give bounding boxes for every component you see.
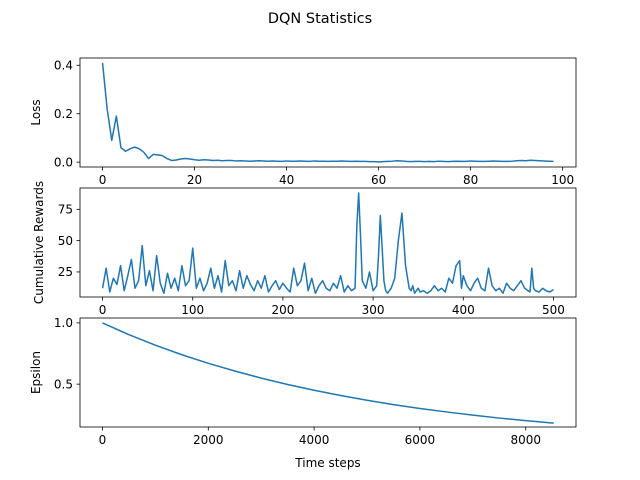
rewards-y-ticks: 25 50 75: [58, 203, 80, 279]
rewards-y-axis-label: Cumulative Rewards: [32, 181, 46, 304]
loss-y-tick-label: 0.2: [54, 107, 73, 121]
rewards-x-ticks: 0 100 200 300 400 500: [99, 297, 565, 317]
loss-x-tick-label: 0: [99, 173, 107, 187]
panel-loss: 0 20 40 60 80 100 0.0 0.2 0.4 Loss: [29, 57, 577, 187]
rewards-plot-frame: [79, 187, 577, 298]
loss-y-ticks: 0.0 0.2 0.4: [54, 59, 80, 169]
epsilon-x-tick-label: 8000: [510, 433, 541, 447]
panel-epsilon: 0 2000 4000 6000 8000 0.5 1.0 Epsilon Time st…: [29, 316, 577, 470]
rewards-y-tick-label: 75: [58, 203, 73, 217]
figure-title: DQN Statistics: [268, 11, 372, 27]
rewards-y-tick-label: 50: [58, 234, 73, 248]
rewards-y-tick-label: 25: [58, 265, 73, 279]
loss-y-axis-label: Loss: [29, 99, 43, 125]
epsilon-x-tick-label: 6000: [405, 433, 436, 447]
loss-y-tick-label: 0.4: [54, 59, 73, 73]
loss-plot-frame: [79, 57, 577, 168]
epsilon-y-axis-label: Epsilon: [29, 351, 43, 394]
epsilon-x-tick-label: 2000: [193, 433, 224, 447]
epsilon-plot-frame: [79, 317, 577, 428]
rewards-x-tick-label: 500: [542, 303, 565, 317]
epsilon-y-ticks: 0.5 1.0: [54, 316, 80, 391]
epsilon-y-tick-label: 0.5: [54, 377, 73, 391]
rewards-series-line: [101, 192, 554, 294]
loss-x-ticks: 0 20 40 60 80 100: [99, 167, 574, 187]
rewards-x-tick-label: 400: [452, 303, 475, 317]
rewards-x-tick-label: 200: [271, 303, 294, 317]
epsilon-x-axis-label: Time steps: [294, 456, 360, 470]
panel-rewards: 0 100 200 300 400 500 25 50 75 Cumulative Rewar…: [32, 181, 577, 317]
epsilon-x-tick-label: 0: [99, 433, 107, 447]
loss-y-tick-label: 0.0: [54, 155, 73, 169]
loss-x-tick-label: 40: [279, 173, 294, 187]
epsilon-x-ticks: 0 2000 4000 6000 8000: [99, 427, 541, 447]
loss-x-tick-label: 100: [551, 173, 574, 187]
epsilon-x-tick-label: 4000: [299, 433, 330, 447]
rewards-x-tick-label: 0: [99, 303, 107, 317]
epsilon-series-line: [102, 322, 554, 424]
loss-x-tick-label: 20: [187, 173, 202, 187]
loss-series-line: [101, 62, 554, 163]
loss-x-tick-label: 80: [463, 173, 478, 187]
rewards-x-tick-label: 300: [362, 303, 385, 317]
loss-x-tick-label: 60: [371, 173, 386, 187]
epsilon-y-tick-label: 1.0: [54, 316, 73, 330]
rewards-x-tick-label: 100: [181, 303, 204, 317]
